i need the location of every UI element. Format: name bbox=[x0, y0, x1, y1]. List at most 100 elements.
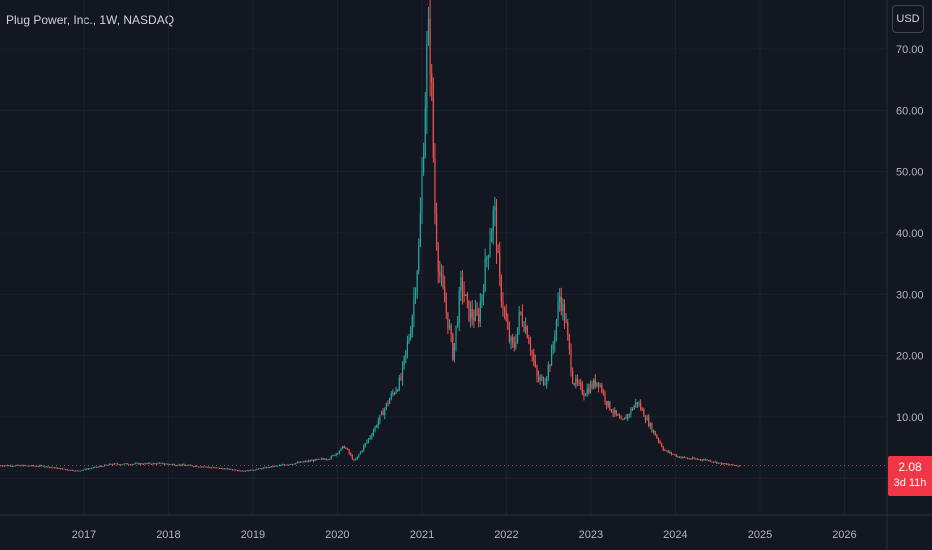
candle-body bbox=[685, 457, 687, 459]
candle-body bbox=[654, 430, 656, 436]
candle-body bbox=[690, 458, 692, 460]
candle-body bbox=[265, 467, 268, 469]
candle-body bbox=[371, 435, 373, 437]
candle-body bbox=[724, 463, 726, 465]
candle-body bbox=[170, 464, 172, 466]
candle-body bbox=[698, 459, 700, 461]
candle-body bbox=[557, 302, 559, 321]
candle-body bbox=[162, 462, 164, 465]
candle-body bbox=[369, 436, 371, 439]
candle-body bbox=[274, 465, 276, 467]
candle-body bbox=[209, 467, 211, 469]
candle-body bbox=[108, 463, 111, 465]
candle-body bbox=[163, 463, 166, 465]
candle-body bbox=[492, 210, 494, 232]
candle-body bbox=[537, 376, 540, 381]
candle-body bbox=[361, 450, 363, 452]
candle-body bbox=[212, 467, 214, 469]
candle-body bbox=[518, 312, 520, 328]
candle-body bbox=[35, 465, 38, 467]
candle-body bbox=[651, 423, 653, 432]
candle-body bbox=[343, 446, 345, 449]
candle-body bbox=[667, 450, 669, 453]
candle-body bbox=[588, 388, 590, 393]
candle-body bbox=[389, 399, 391, 404]
candle-body bbox=[10, 465, 12, 467]
candle-body bbox=[129, 464, 132, 466]
candle-body bbox=[322, 458, 324, 460]
candle-body bbox=[210, 467, 213, 469]
candle-body bbox=[76, 470, 78, 472]
candle-body bbox=[640, 403, 642, 410]
candle-body bbox=[55, 467, 57, 469]
candle-body bbox=[507, 320, 509, 329]
candle-body bbox=[243, 470, 245, 472]
candle-body bbox=[539, 377, 541, 381]
candle-body bbox=[295, 462, 297, 464]
candle-body bbox=[150, 463, 153, 465]
candle-body bbox=[136, 463, 138, 465]
candle-body bbox=[333, 455, 336, 457]
price-tick-label: 40.00 bbox=[896, 228, 924, 240]
candle-body bbox=[112, 464, 114, 466]
candle-body bbox=[596, 382, 598, 387]
candle-body bbox=[604, 392, 606, 402]
candle-body bbox=[512, 337, 514, 344]
candle-body bbox=[241, 470, 243, 472]
candle-body bbox=[301, 461, 303, 463]
candle-body bbox=[452, 334, 454, 360]
candle-body bbox=[423, 155, 425, 173]
candle-body bbox=[254, 469, 256, 471]
candle-body bbox=[348, 449, 350, 454]
candle-body bbox=[6, 465, 9, 467]
candle-body bbox=[167, 463, 169, 465]
candle-body bbox=[591, 383, 593, 388]
candle-body bbox=[546, 377, 548, 384]
chart-title: Plug Power, Inc., 1W, NASDAQ bbox=[6, 13, 175, 27]
candle-body bbox=[444, 286, 446, 303]
candle-body bbox=[716, 461, 718, 464]
candle-body bbox=[408, 338, 410, 342]
candle-body bbox=[63, 468, 65, 470]
candle-body bbox=[14, 465, 17, 467]
candle-body bbox=[392, 393, 394, 395]
candle-body bbox=[531, 351, 533, 355]
candle-body bbox=[659, 441, 661, 444]
candle-body bbox=[573, 383, 575, 385]
candle-body bbox=[103, 464, 106, 467]
candle-body bbox=[290, 463, 292, 465]
candle-body bbox=[291, 463, 294, 465]
candle-body bbox=[487, 255, 489, 258]
candle-body bbox=[656, 435, 658, 438]
candle-body bbox=[633, 405, 635, 410]
candle-body bbox=[259, 468, 261, 470]
candle-body bbox=[233, 469, 235, 471]
candle-body bbox=[555, 320, 558, 337]
candle-body bbox=[435, 214, 438, 246]
candle-body bbox=[50, 467, 52, 469]
candle-body bbox=[607, 401, 609, 406]
candle-body bbox=[142, 464, 145, 466]
candle-body bbox=[3, 465, 5, 467]
candle-body bbox=[708, 460, 710, 462]
candle-body bbox=[562, 303, 564, 311]
candle-body bbox=[416, 271, 418, 293]
candle-body bbox=[220, 467, 222, 469]
candle-body bbox=[207, 466, 209, 468]
candle-body bbox=[580, 382, 582, 385]
candle-body bbox=[576, 378, 579, 383]
candle-body bbox=[593, 379, 595, 388]
currency-button[interactable]: USD bbox=[892, 5, 924, 33]
candle-body bbox=[589, 383, 592, 393]
candle-body bbox=[575, 378, 577, 385]
candle-body bbox=[623, 417, 626, 420]
candle-body bbox=[338, 450, 341, 454]
candle-body bbox=[521, 312, 524, 325]
candle-body bbox=[350, 453, 352, 456]
candle-body bbox=[218, 467, 221, 469]
candle-body bbox=[159, 462, 161, 464]
candle-body bbox=[677, 456, 679, 458]
candle-body bbox=[238, 470, 240, 472]
candle-body bbox=[73, 470, 75, 472]
